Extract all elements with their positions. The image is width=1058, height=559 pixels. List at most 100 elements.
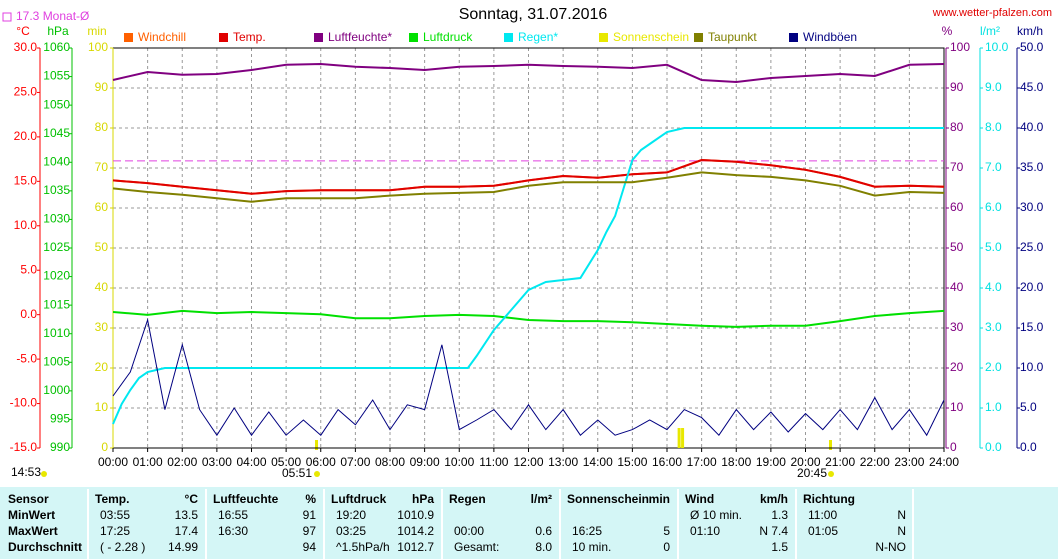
x-tick-label: 12:00: [513, 455, 543, 469]
y-tick-label: 80: [950, 120, 964, 134]
table-cell: 1010.9: [397, 508, 434, 522]
table-cell: N 7.4: [759, 524, 788, 538]
y-tick-label: 10: [950, 400, 964, 414]
table-cell: 11:00: [808, 508, 837, 522]
table-unit: km/h: [760, 492, 788, 506]
table-cell: 03:25: [336, 524, 366, 538]
sun-icon: [828, 471, 834, 477]
table-cell: 17.4: [175, 524, 199, 538]
reference-swatch: [2, 12, 12, 22]
y-tick-label: 25.0: [1020, 240, 1044, 254]
y-tick-label: 50.0: [1020, 40, 1044, 54]
y-tick-label: 25.0: [14, 85, 38, 99]
y-tick-label: 1040: [43, 154, 70, 168]
sunshine-bar: [681, 428, 685, 448]
table-cell: 17:25: [100, 524, 130, 538]
x-tick-label: 05:00: [271, 455, 301, 469]
y-tick-label: 70: [950, 160, 964, 174]
axis-unit: %: [942, 24, 953, 38]
table-header: Wind: [685, 492, 714, 506]
y-tick-label: 1050: [43, 97, 70, 111]
x-tick-label: 23:00: [894, 455, 924, 469]
y-tick-label: 1060: [43, 40, 70, 54]
y-tick-label: 40: [950, 280, 964, 294]
table-background: [0, 487, 1058, 559]
table-cell: 94: [303, 540, 317, 554]
y-tick-label: 15.0: [1020, 320, 1044, 334]
table-cell: 1.3: [771, 508, 788, 522]
table-row-label: MaxWert: [8, 524, 58, 538]
y-tick-label: 0: [101, 440, 108, 454]
y-tick-label: 5.0: [1020, 400, 1037, 414]
table-cell: 0: [663, 540, 670, 554]
series-line: [112, 62, 945, 84]
y-tick-label: 35.0: [1020, 160, 1044, 174]
x-tick-label: 03:00: [202, 455, 232, 469]
axis-unit: hPa: [47, 24, 69, 38]
x-tick-label: 14:00: [583, 455, 613, 469]
table-cell: 19:20: [336, 508, 366, 522]
y-tick-label: 45.0: [1020, 80, 1044, 94]
y-tick-label: 0.0: [985, 440, 1002, 454]
table-cell: 03:55: [100, 508, 130, 522]
table-cell: 0.6: [535, 524, 552, 538]
table-cell: N: [897, 508, 906, 522]
legend-swatch: [409, 33, 418, 42]
source: www.wetter-pfalzen.com: [932, 7, 1052, 19]
sunset: 20:45: [797, 466, 827, 480]
y-tick-label: 100: [88, 40, 108, 54]
y-tick-label: 10: [95, 400, 109, 414]
table-cell: 16:55: [218, 508, 248, 522]
y-tick-label: 1015: [43, 297, 70, 311]
y-tick-label: 0.0: [1020, 440, 1037, 454]
table-cell: 1014.2: [397, 524, 434, 538]
y-tick-label: 20.0: [14, 129, 38, 143]
y-tick-label: 90: [95, 80, 109, 94]
x-tick-label: 01:00: [133, 455, 163, 469]
y-tick-label: 1045: [43, 126, 70, 140]
table-header: Temp.: [95, 492, 129, 506]
legend-label: Taupunkt: [708, 30, 757, 44]
legend-swatch: [124, 33, 133, 42]
x-tick-label: 02:00: [167, 455, 197, 469]
table-cell: 1012.7: [397, 540, 434, 554]
x-tick-label: 06:00: [306, 455, 336, 469]
series-line: [112, 171, 945, 203]
table-cell: 14.99: [168, 540, 198, 554]
y-tick-label: 5.0: [985, 240, 1002, 254]
table-unit: min: [649, 492, 670, 506]
y-tick-label: 60: [950, 200, 964, 214]
x-tick-label: 18:00: [721, 455, 751, 469]
y-tick-label: 4.0: [985, 280, 1002, 294]
y-tick-label: 1020: [43, 269, 70, 283]
y-tick-label: 10.0: [1020, 360, 1044, 374]
table-cell: 16:30: [218, 524, 248, 538]
sunrise: 05:51: [282, 466, 312, 480]
legend-label: Temp.: [233, 30, 266, 44]
series-line: [112, 309, 945, 328]
x-tick-label: 17:00: [687, 455, 717, 469]
table-cell: 01:10: [690, 524, 720, 538]
y-tick-label: 30: [95, 320, 109, 334]
y-tick-label: 1005: [43, 354, 70, 368]
table-cell: 8.0: [535, 540, 552, 554]
y-tick-label: 60: [95, 200, 109, 214]
table-row-label: Durchschnitt: [8, 540, 82, 554]
y-tick-label: 20: [950, 360, 964, 374]
table-header: Luftfeuchte: [213, 492, 279, 506]
table-cell: 97: [303, 524, 317, 538]
table-cell: 10 min.: [572, 540, 611, 554]
axis-unit: km/h: [1017, 24, 1043, 38]
x-tick-label: 09:00: [410, 455, 440, 469]
table-row-label: Sensor: [8, 492, 49, 506]
legend-swatch: [694, 33, 703, 42]
x-tick-label: 08:00: [375, 455, 405, 469]
x-tick-label: 20:00: [790, 455, 820, 469]
table-unit: %: [305, 492, 316, 506]
table-cell: 5: [663, 524, 670, 538]
y-tick-label: 10.0: [14, 218, 38, 232]
table-header: Sonnenschein: [567, 492, 649, 506]
axis-unit: min: [87, 24, 106, 38]
x-tick-label: 04:00: [236, 455, 266, 469]
